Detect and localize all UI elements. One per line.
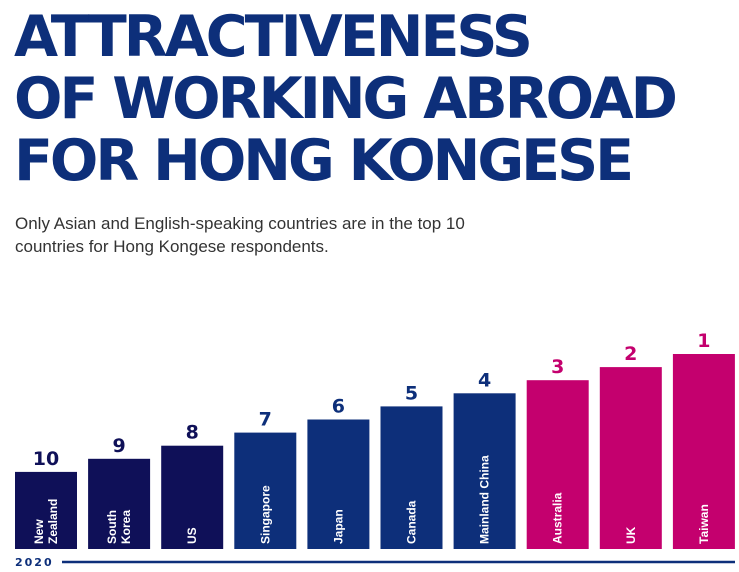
bar-category-label: US — [185, 527, 199, 544]
x-axis: 2020 — [15, 556, 735, 569]
bar-category-label: Mainland China — [478, 455, 492, 544]
bar — [672, 354, 735, 549]
bar-rank-label: 7 — [259, 409, 272, 431]
bar-rank-label: 6 — [332, 396, 345, 418]
bar-group: 10 New Zealand 9 South Korea 8 US 7 Singapore 6 Jap… — [15, 330, 735, 549]
bar-category-label: South — [105, 510, 119, 544]
bar-category-label: Australia — [551, 492, 565, 544]
bar — [161, 445, 224, 549]
chart-subtitle: Only Asian and English-speaking countrie… — [15, 212, 575, 258]
bar — [234, 432, 297, 549]
bar-rank-label: 9 — [112, 435, 125, 457]
bar — [526, 380, 589, 549]
bar-rank-label: 3 — [551, 356, 564, 378]
bar-category-label: Zealand — [46, 499, 60, 544]
bar — [453, 393, 516, 549]
chart-subtitle-line-1: Only Asian and English-speaking countrie… — [15, 214, 465, 233]
chart-title: ATTRACTIVENESS OF WORKING ABROAD FOR HON… — [14, 4, 678, 194]
bar-category-label: Korea — [119, 510, 133, 544]
bar-rank-label: 10 — [33, 448, 59, 470]
bar-category-label: UK — [624, 526, 638, 544]
x-axis-label: 2020 — [15, 556, 54, 569]
chart-subtitle-line-2: countries for Hong Kongese respondents. — [15, 237, 329, 256]
bar-rank-label: 2 — [624, 343, 637, 365]
bar — [88, 458, 151, 549]
chart-title-line-3: FOR HONG KONGESE — [14, 128, 634, 194]
bar-rank-label: 5 — [405, 382, 418, 404]
bar-category-label: New — [32, 519, 46, 544]
bar-category-label: Singapore — [258, 485, 272, 544]
bar — [307, 419, 370, 549]
bar — [15, 471, 77, 549]
bar-category-label: Canada — [405, 500, 419, 544]
bar-rank-label: 4 — [478, 369, 491, 391]
bar — [599, 367, 662, 549]
bar-category-label: Japan — [331, 509, 345, 544]
bar-rank-label: 8 — [186, 422, 199, 444]
chart-title-line-1: ATTRACTIVENESS — [14, 4, 533, 70]
bar-rank-label: 1 — [697, 330, 710, 352]
chart-title-line-2: OF WORKING ABROAD — [14, 66, 678, 132]
bar-category-label: Taiwan — [697, 504, 711, 544]
bar — [380, 406, 443, 549]
